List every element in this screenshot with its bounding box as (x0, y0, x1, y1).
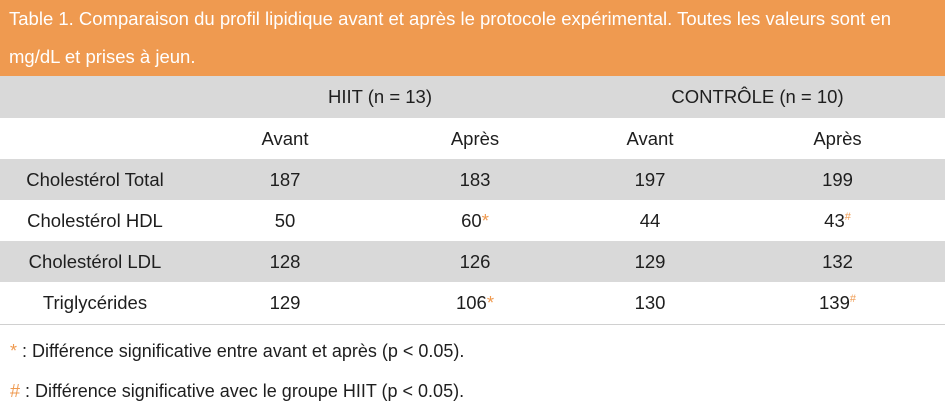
table-footnotes: * : Différence significative entre avant… (0, 331, 945, 411)
group-controle-header: CONTRÔLE (n = 10) (570, 76, 945, 118)
significance-marker: * (481, 209, 489, 231)
hiit-apres-value: 126 (380, 241, 570, 282)
hiit-avant-value: 128 (190, 241, 380, 282)
hiit-apres-value: 183 (380, 159, 570, 200)
group-difference-marker: # (849, 293, 856, 305)
significance-marker: * (486, 292, 495, 313)
ctrl-avant-value: 44 (639, 209, 661, 231)
footnote-symbol: # (10, 381, 21, 401)
hiit-apres-value: 106 (455, 292, 487, 313)
ctrl-avant-value: 129 (570, 241, 730, 282)
group-header-row: HIIT (n = 13) CONTRÔLE (n = 10) (0, 76, 945, 118)
hiit-avant-header: Avant (261, 127, 309, 149)
group-hiit-header: HIIT (n = 13) (190, 76, 570, 118)
table-row: Cholestérol HDL 50 60* 44 43# (0, 200, 945, 241)
footnote-text: : Différence significative avec le group… (20, 381, 465, 401)
empty-header-cell (0, 76, 190, 118)
row-label: Cholestérol Total (0, 159, 190, 200)
table-row: Triglycérides 129 106* 130 139# (0, 282, 945, 325)
ctrl-apres-value: 43 (824, 209, 845, 231)
group-difference-marker: # (844, 210, 851, 223)
footnote-symbol: * (10, 341, 18, 361)
row-label: Cholestérol LDL (0, 241, 190, 282)
ctrl-apres-cell: 139# (730, 282, 945, 325)
ctrl-avant-value: 130 (570, 282, 730, 325)
table-caption: Table 1. Comparaison du profil lipidique… (0, 0, 945, 76)
hiit-apres-cell: 106* (380, 282, 570, 325)
lipid-profile-table: HIIT (n = 13) CONTRÔLE (n = 10) Avant Ap… (0, 76, 945, 325)
ctrl-avant-header: Avant (626, 127, 674, 149)
footnote-significance: * : Différence significative entre avant… (10, 331, 945, 371)
table-row: Cholestérol LDL 128 126 129 132 (0, 241, 945, 282)
ctrl-apres-cell: 43# (730, 200, 945, 241)
empty-subheader-cell (0, 118, 190, 159)
hiit-avant-value: 129 (190, 282, 380, 325)
ctrl-apres-value: 139 (819, 292, 850, 313)
hiit-avant-value: 187 (190, 159, 380, 200)
hiit-avant-value: 50 (274, 209, 296, 231)
footnote-group-difference: # : Différence significative avec le gro… (10, 371, 945, 411)
row-label: Triglycérides (0, 282, 190, 325)
hiit-apres-header: Après (450, 127, 500, 149)
subheader-row: Avant Après Avant Après (0, 118, 945, 159)
ctrl-avant-value: 197 (570, 159, 730, 200)
row-label: Cholestérol HDL (27, 209, 163, 231)
hiit-apres-cell: 60* (380, 200, 570, 241)
ctrl-apres-value: 132 (730, 241, 945, 282)
hiit-apres-value: 60 (461, 209, 482, 231)
ctrl-apres-header: Après (813, 127, 862, 149)
footnote-text: : Différence significative entre avant e… (17, 341, 465, 361)
table-row: Cholestérol Total 187 183 197 199 (0, 159, 945, 200)
ctrl-apres-value: 199 (730, 159, 945, 200)
